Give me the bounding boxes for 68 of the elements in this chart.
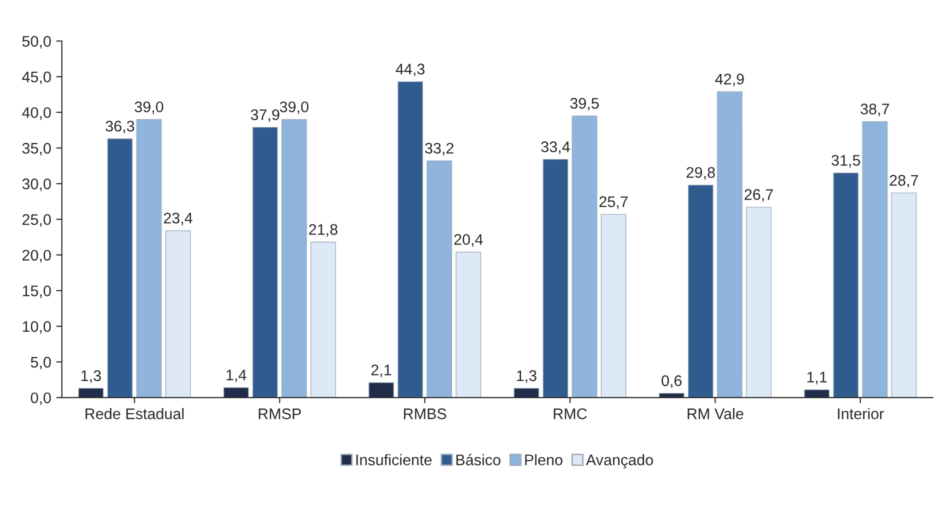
data-label: 39,0: [134, 101, 164, 114]
x-tick-label: Rede Estadual: [86, 408, 184, 420]
x-tick-label: RMBS: [404, 408, 446, 420]
bar: [136, 119, 162, 398]
data-label: 1,4: [226, 370, 246, 382]
bar: [165, 230, 191, 398]
data-label: 31,5: [832, 154, 860, 168]
x-tick-label: RMC: [554, 408, 587, 420]
x-tick-label: RM Vale: [688, 408, 744, 420]
bar: [426, 160, 452, 398]
data-label: 39,0: [280, 101, 308, 114]
data-label: 33,2: [425, 142, 454, 156]
data-label: 1,3: [81, 370, 101, 383]
bar: [514, 388, 540, 398]
y-tick-label: 50,0: [22, 36, 51, 49]
y-tick-label: 0,0: [30, 392, 51, 406]
bar: [223, 387, 249, 398]
y-tick-label: 25,0: [22, 214, 51, 227]
y-tick-label: 35,0: [22, 142, 51, 156]
legend-label: Pleno: [525, 454, 562, 466]
bar: [281, 119, 307, 398]
data-label: 20,4: [454, 234, 483, 247]
bar: [310, 242, 336, 398]
x-tick-label: RMSP: [258, 408, 301, 420]
data-label: 39,5: [570, 98, 599, 111]
data-label: 2,1: [371, 364, 392, 378]
bar: [600, 214, 626, 398]
bar: [572, 116, 598, 398]
y-tick-label: 45,0: [22, 72, 51, 84]
bar: [746, 206, 772, 398]
legend-label: Básico: [456, 454, 500, 466]
data-label: 1,3: [517, 370, 536, 383]
bar: [688, 184, 714, 398]
y-tick-label: 40,0: [22, 107, 51, 120]
bar: [456, 252, 482, 398]
data-label: 26,7: [744, 189, 773, 202]
y-tick-label: 15,0: [22, 285, 51, 298]
y-tick-label: 30,0: [22, 178, 51, 192]
bar: [804, 389, 830, 398]
bar: [717, 91, 742, 398]
data-label: 36,3: [106, 120, 134, 134]
x-tick-label: Interior: [838, 408, 884, 420]
data-label: 42,9: [715, 74, 744, 86]
bar: [542, 159, 568, 398]
data-label: 23,4: [164, 212, 192, 226]
bar: [368, 382, 394, 398]
legend-label: Avançado: [586, 454, 653, 468]
bar: [78, 388, 104, 398]
data-label: 44,3: [396, 64, 425, 76]
legend-label: Insuficiente: [356, 454, 432, 466]
bar: [107, 138, 133, 398]
data-label: 28,7: [890, 174, 918, 188]
data-label: 25,7: [599, 196, 628, 209]
data-label: 29,8: [686, 167, 715, 180]
y-tick-label: 5,0: [30, 356, 51, 370]
bar: [862, 121, 888, 398]
bar: [252, 126, 278, 398]
data-label: 21,8: [309, 224, 338, 237]
data-label: 38,7: [860, 104, 889, 116]
bar: [833, 172, 859, 398]
bar: [398, 81, 423, 398]
y-tick-label: 10,0: [22, 321, 51, 334]
data-label: 1,1: [807, 372, 827, 384]
data-label: 33,4: [541, 141, 570, 154]
y-tick-label: 20,0: [22, 250, 51, 262]
data-label: 37,9: [250, 109, 280, 122]
data-label: 0,6: [662, 375, 682, 388]
bar: [891, 192, 917, 398]
